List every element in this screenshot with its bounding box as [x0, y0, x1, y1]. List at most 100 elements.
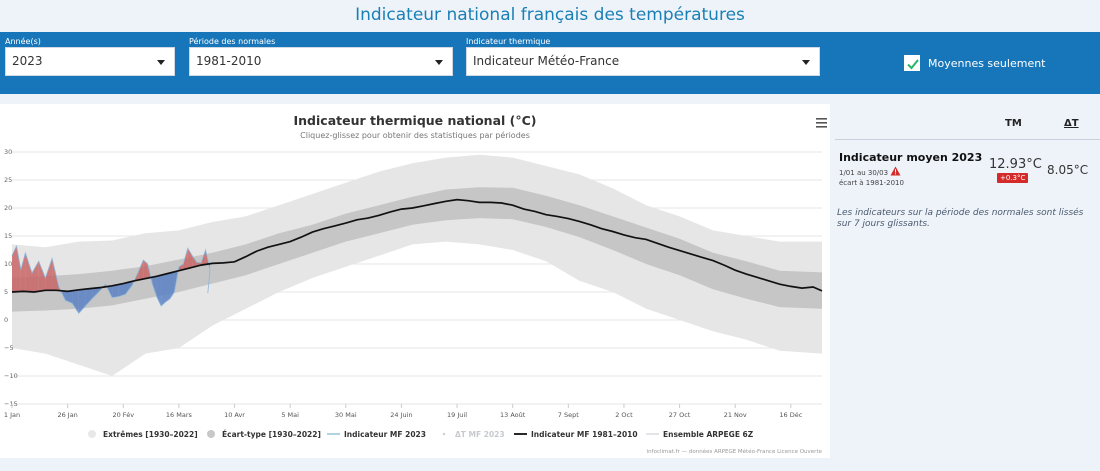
y-tick-label: −10: [4, 372, 18, 380]
x-tick-label: 16 Mars: [166, 411, 193, 419]
y-tick-label: 5: [4, 288, 8, 296]
warning-icon: [890, 166, 901, 176]
chart-subtitle: Cliquez-glissez pour obtenir des statist…: [300, 130, 530, 140]
cold-anomaly-area: [72, 289, 79, 314]
summary-baseline: écart à 1981-2010: [839, 179, 904, 187]
year-filter: Année(s) 2023: [5, 36, 175, 76]
year-select-value: 2023: [12, 54, 43, 68]
x-tick-label: 10 Avr: [224, 411, 245, 419]
smoothing-note: Les indicateurs sur la période des norma…: [837, 208, 1084, 229]
warm-anomaly-area: [192, 255, 197, 268]
hamburger-icon[interactable]: [816, 118, 827, 128]
x-tick-label: 2 Oct: [615, 411, 633, 419]
cold-anomaly-area: [92, 287, 99, 299]
y-tick-label: −5: [4, 344, 14, 352]
indicator-filter: Indicateur thermique Indicateur Météo-Fr…: [466, 36, 820, 76]
summary-panel: TM ΔT Indicateur moyen 2023 1/01 au 30/0…: [833, 104, 1100, 464]
legend-item[interactable]: Indicateur MF 1981–2010: [514, 430, 638, 439]
legend-symbol: [207, 430, 215, 438]
x-tick-label: 20 Fév: [112, 411, 134, 419]
warm-anomaly-area: [143, 260, 148, 279]
legend-label: Écart-type [1930–2022]: [222, 430, 321, 439]
delta-t-column-header[interactable]: ΔT: [1064, 118, 1079, 129]
average-only-checkbox[interactable]: [904, 55, 920, 71]
cold-anomaly-area: [125, 281, 133, 295]
y-tick-label: 25: [4, 176, 12, 184]
summary-period: 1/01 au 30/03: [839, 166, 901, 177]
warm-anomaly-area: [20, 252, 26, 292]
x-tick-label: 24 Juin: [390, 411, 412, 419]
checkmark-icon: [907, 59, 919, 70]
tm-value: 12.93°C: [989, 157, 1042, 172]
filter-bar: Année(s) 2023 Période des normales 1981-…: [0, 32, 1100, 94]
y-tick-label: −15: [4, 400, 18, 408]
extremes-band: [12, 154, 822, 376]
indicator-select[interactable]: Indicateur Météo-France: [466, 47, 820, 76]
average-only-toggle[interactable]: Moyennes seulement: [904, 54, 1046, 72]
warm-anomaly-area: [38, 261, 46, 292]
x-tick-label: 13 Août: [500, 411, 526, 419]
legend-item[interactable]: Ensemble ARPEGE 6Z: [646, 430, 754, 439]
legend-item[interactable]: Extrêmes [1930–2022]: [88, 430, 198, 439]
legend-label: Indicateur MF 2023: [344, 430, 426, 439]
delta-t-value: 8.05°C: [1047, 163, 1089, 177]
chevron-down-icon: [435, 60, 443, 65]
x-tick-label: 16 Déc: [779, 411, 802, 419]
indicator-2023-line: [11, 244, 211, 314]
cold-anomaly-area: [65, 290, 73, 304]
warm-anomaly-area: [25, 252, 32, 292]
legend-symbol: [442, 432, 446, 436]
indicator-filter-label: Indicateur thermique: [466, 37, 551, 46]
warm-anomaly-area: [12, 246, 17, 292]
chart-title: Indicateur thermique national (°C): [294, 113, 537, 128]
std-dev-band: [12, 187, 822, 312]
x-tick-label: 26 Jan: [57, 411, 77, 419]
x-tick-label: 19 Juil: [447, 411, 467, 419]
legend-label: Extrêmes [1930–2022]: [103, 430, 198, 439]
x-tick-label: 27 Oct: [669, 411, 691, 419]
page-title: Indicateur national français des tempéra…: [355, 5, 745, 25]
indicator-select-value: Indicateur Météo-France: [473, 54, 620, 68]
y-tick-label: 0: [4, 316, 8, 324]
cold-anomaly-area: [152, 276, 157, 297]
tm-anomaly-badge: +0.3°C: [997, 173, 1029, 183]
tm-column-header: TM: [1005, 118, 1022, 129]
year-filter-label: Année(s): [5, 37, 41, 46]
x-tick-label: 30 Mai: [335, 411, 357, 419]
legend-item[interactable]: ΔT MF 2023: [442, 430, 505, 439]
y-tick-label: 30: [4, 148, 12, 156]
legend-item[interactable]: Écart-type [1930–2022]: [207, 430, 321, 439]
x-tick-label: 21 Nov: [724, 411, 747, 419]
cold-anomaly-area: [118, 283, 126, 297]
x-tick-label: 7 Sept: [558, 411, 579, 419]
summary-title: Indicateur moyen 2023: [839, 151, 983, 164]
temperature-chart[interactable]: Indicateur thermique national (°C) Cliqu…: [0, 104, 830, 458]
chevron-down-icon: [802, 60, 810, 65]
average-only-label: Moyennes seulement: [928, 56, 1046, 70]
cold-anomaly-area: [161, 274, 166, 306]
cold-anomaly-area: [170, 271, 175, 299]
warm-anomaly-area: [32, 261, 39, 292]
year-select[interactable]: 2023: [5, 47, 175, 76]
legend-symbol: [88, 430, 96, 438]
y-tick-label: 15: [4, 232, 12, 240]
x-tick-label: 5 Mai: [281, 411, 299, 419]
chart-panel[interactable]: Indicateur thermique national (°C) Cliqu…: [0, 104, 830, 458]
legend-item[interactable]: Indicateur MF 2023: [327, 430, 426, 439]
warm-anomaly-area: [45, 258, 53, 291]
normals-select-value: 1981-2010: [196, 54, 262, 68]
chart-credits: infoclimat.fr — données ARPEGE Météo-Fra…: [647, 448, 823, 455]
chevron-down-icon: [157, 60, 165, 65]
cold-anomaly-area: [112, 284, 119, 298]
indicator-1981-2010-line: [11, 198, 823, 293]
summary-period-text: 1/01 au 30/03: [839, 169, 889, 177]
y-tick-label: 20: [4, 204, 12, 212]
legend-label: ΔT MF 2023: [455, 430, 505, 439]
legend-label: Ensemble ARPEGE 6Z: [663, 430, 754, 439]
warm-anomaly-area: [16, 246, 21, 292]
normals-select[interactable]: 1981-2010: [189, 47, 453, 76]
warm-anomaly-area: [138, 260, 144, 280]
cold-anomaly-area: [85, 288, 93, 306]
summary-divider: [835, 139, 1100, 140]
normals-filter: Période des normales 1981-2010: [189, 36, 453, 76]
